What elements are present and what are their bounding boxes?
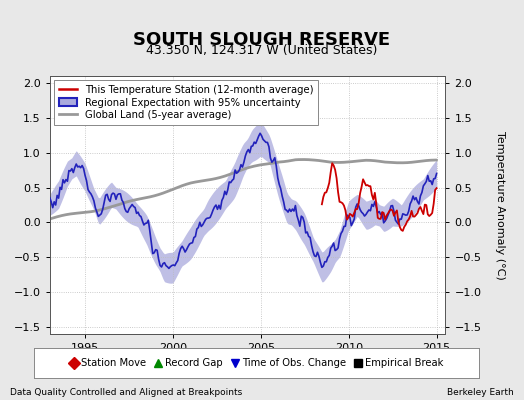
Legend: Station Move, Record Gap, Time of Obs. Change, Empirical Break: Station Move, Record Gap, Time of Obs. C… [66,354,447,372]
Text: SOUTH SLOUGH RESERVE: SOUTH SLOUGH RESERVE [134,31,390,49]
Text: Data Quality Controlled and Aligned at Breakpoints: Data Quality Controlled and Aligned at B… [10,388,243,397]
Text: 43.350 N, 124.317 W (United States): 43.350 N, 124.317 W (United States) [146,44,378,57]
Text: Berkeley Earth: Berkeley Earth [447,388,514,397]
Y-axis label: Temperature Anomaly (°C): Temperature Anomaly (°C) [495,131,505,279]
Legend: This Temperature Station (12-month average), Regional Expectation with 95% uncer: This Temperature Station (12-month avera… [54,80,318,125]
